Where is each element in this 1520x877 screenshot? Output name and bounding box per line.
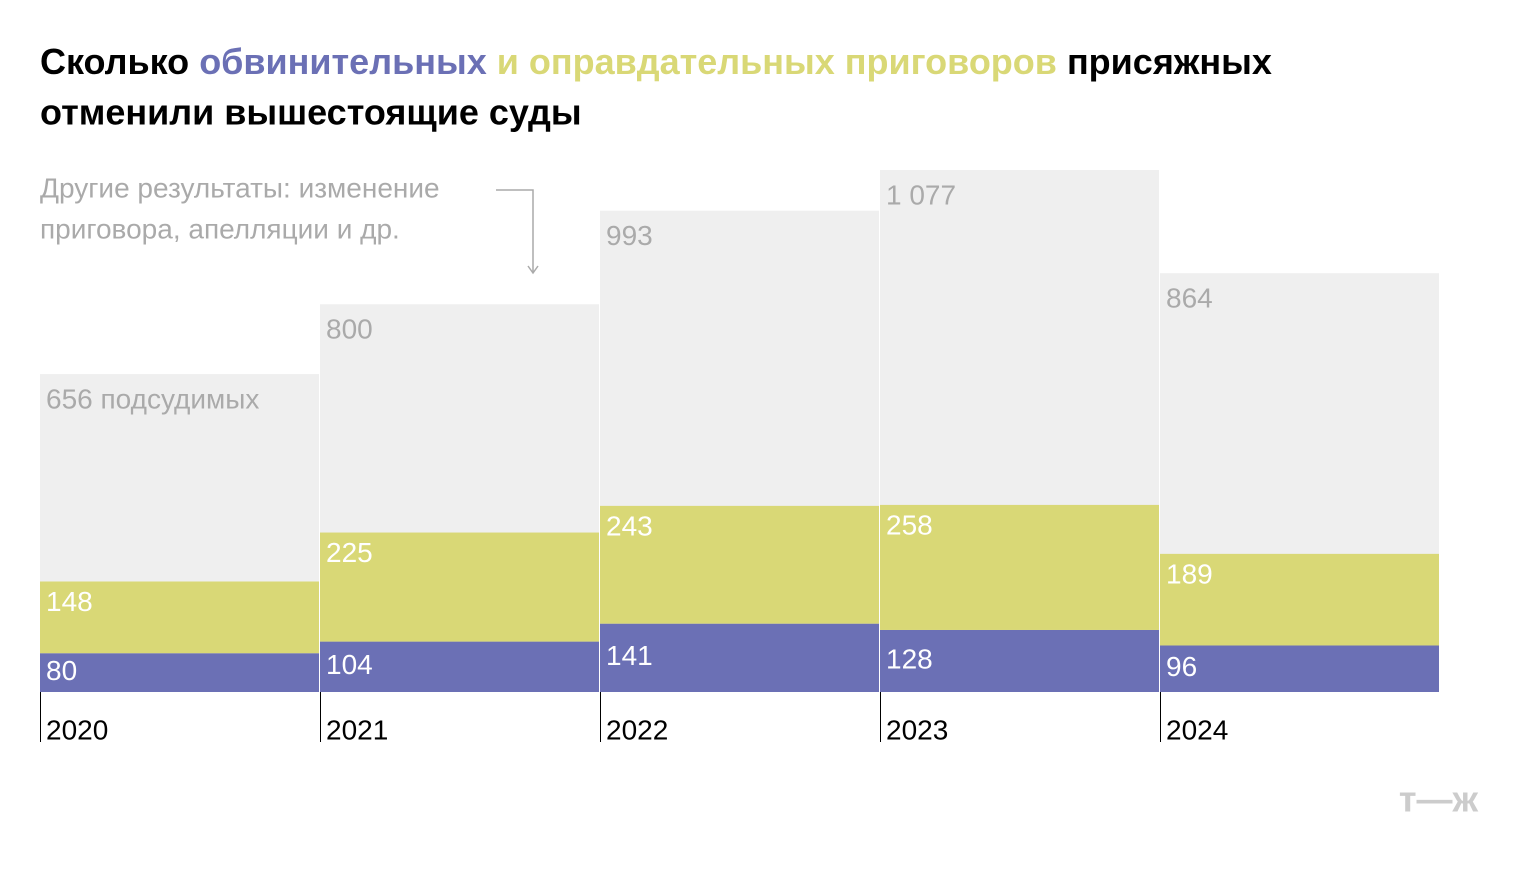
title-part: и оправдательных приговоров (497, 41, 1057, 82)
bar-segment (40, 581, 319, 654)
bar-segment (880, 629, 1159, 692)
bar-segment (880, 504, 1159, 630)
x-tick-label: 2022 (606, 714, 668, 745)
value-label: 189 (1166, 558, 1213, 589)
x-tick-label: 2023 (886, 714, 948, 745)
value-label: 225 (326, 537, 373, 568)
bar-segment (1160, 553, 1439, 646)
title-part: Сколько (40, 41, 189, 82)
value-label: 104 (326, 649, 373, 680)
x-tick-label: 2020 (46, 714, 108, 745)
value-label: 80 (46, 655, 77, 686)
value-label: 243 (606, 510, 653, 541)
bar-segment (600, 505, 879, 624)
bar-segment (1160, 645, 1439, 692)
bar-segment (600, 623, 879, 692)
total-label: 993 (606, 220, 653, 251)
title-part: обвинительных (199, 41, 487, 82)
annotation-arrow (496, 189, 539, 275)
chart-title: Сколько обвинительных и оправдательных п… (40, 41, 1272, 82)
x-tick-label: 2024 (1166, 714, 1228, 745)
bar-segment (320, 641, 599, 692)
annotation: Другие результаты: изменение (40, 172, 440, 203)
annotation: приговора, апелляции и др. (40, 213, 400, 244)
bar-segment (320, 532, 599, 642)
total-label: 864 (1166, 283, 1213, 314)
total-label: 1 077 (886, 179, 956, 210)
value-label: 258 (886, 509, 933, 540)
chart-title: отменили вышестоящие суды (40, 92, 582, 133)
value-label: 96 (1166, 651, 1197, 682)
bar-segment (40, 653, 319, 692)
logo: т—ж (1399, 779, 1479, 820)
value-label: 148 (46, 586, 93, 617)
total-label: 656 подсудимых (46, 383, 259, 414)
title-part: присяжных (1067, 41, 1272, 82)
x-tick-label: 2021 (326, 714, 388, 745)
total-label: 800 (326, 314, 373, 345)
value-label: 128 (886, 643, 933, 674)
value-label: 141 (606, 640, 653, 671)
